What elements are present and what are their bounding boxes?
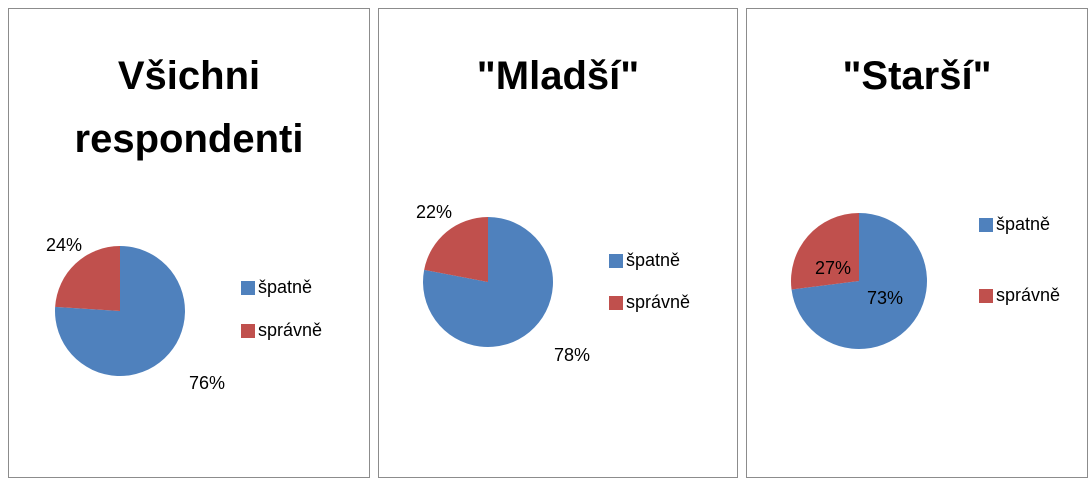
pie-slice xyxy=(54,246,186,376)
chart: 73% 27% špatně správně xyxy=(791,213,1060,349)
legend-label: správně xyxy=(626,292,690,312)
chart-title: Všichni respondenti xyxy=(74,54,304,161)
chart-title: "Mladší" xyxy=(476,54,640,98)
legend-label: správně xyxy=(996,285,1060,305)
pie-slice xyxy=(791,213,859,290)
legend-swatch xyxy=(241,324,255,338)
legend-swatch xyxy=(979,218,993,232)
legend-swatch xyxy=(609,254,623,268)
legend-label: špatně xyxy=(258,277,312,297)
data-label: 78% xyxy=(554,345,590,365)
legend-swatch xyxy=(241,281,255,295)
data-label: 24% xyxy=(46,235,82,255)
chart-title: "Starší" xyxy=(842,54,992,98)
legend-label: špatně xyxy=(996,214,1050,234)
data-label: 73% xyxy=(867,288,903,308)
data-label: 22% xyxy=(416,202,452,222)
data-label: 76% xyxy=(189,373,225,393)
pie-slice xyxy=(791,213,927,349)
pie-slice xyxy=(424,216,488,282)
chart-panel: "Mladší" 78% 22% špatně správně xyxy=(378,8,738,478)
chart: 76% 24% špatně správně xyxy=(46,235,322,393)
legend-label: špatně xyxy=(626,250,680,270)
data-label: 27% xyxy=(815,258,851,278)
page: Všichni respondenti 76% 24% špatně správně "M… xyxy=(8,8,1088,478)
legend-label: správně xyxy=(258,320,322,340)
chart-panel: Všichni respondenti 76% 24% špatně správně xyxy=(8,8,370,478)
chart-panel: "Starší" 73% 27% špatně správně xyxy=(746,8,1088,478)
legend-swatch xyxy=(979,289,993,303)
pie-slice xyxy=(55,246,120,311)
chart: 78% 22% špatně správně xyxy=(416,202,690,365)
legend-swatch xyxy=(609,296,623,310)
